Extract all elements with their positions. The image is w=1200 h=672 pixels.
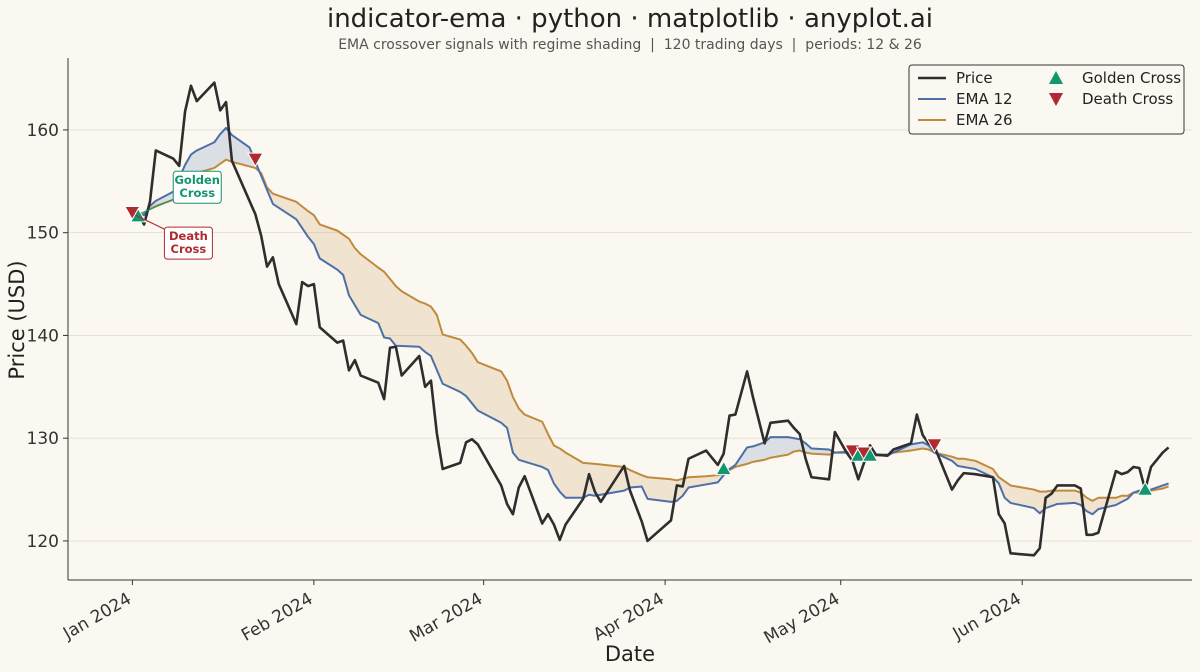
legend-item: EMA 26 — [918, 111, 1013, 129]
annotation-box — [163, 226, 213, 260]
legend-label: Golden Cross — [1082, 69, 1181, 87]
legend-swatch — [1049, 93, 1063, 106]
golden-cross-marker — [1136, 481, 1154, 496]
signal-markers — [124, 152, 1154, 496]
death-cross-marker — [926, 438, 943, 453]
chart-title: indicator-ema · python · matplotlib · an… — [327, 4, 933, 34]
ema-26-line — [138, 158, 1169, 502]
y-tick-label: 140 — [27, 326, 59, 346]
annotation-arrow — [141, 198, 174, 214]
annotation-text: Golden Cross — [174, 173, 220, 200]
legend-label: EMA 12 — [956, 90, 1013, 108]
legend-item: Price — [918, 69, 993, 87]
annotation-box — [172, 170, 222, 204]
bullish-regime-fill — [726, 437, 838, 473]
golden-cross-annotation: Golden Cross — [141, 170, 222, 214]
gridlines — [68, 129, 1192, 542]
legend-label: EMA 26 — [956, 111, 1013, 129]
legend-label: Death Cross — [1082, 90, 1173, 108]
bullish-regime-fill — [870, 442, 938, 456]
y-tick-label: 150 — [27, 224, 59, 244]
legend-box — [908, 64, 1185, 135]
legend-swatch — [1049, 71, 1063, 84]
annotation-text-line: Death — [169, 229, 208, 243]
series-lines — [137, 81, 1170, 557]
chart-subtitle: EMA crossover signals with regime shadin… — [338, 37, 922, 53]
y-tick-label: 120 — [27, 532, 59, 552]
legend: Price EMA 12 EMA 26 Golden Cross Death Cross — [908, 64, 1185, 135]
death-cross-annotation: Death Cross — [135, 214, 213, 260]
legend-item: Death Cross — [1049, 90, 1173, 108]
x-axis-label: Date — [605, 642, 655, 666]
ema-12-line — [138, 126, 1169, 516]
legend-item: Golden Cross — [1049, 69, 1181, 87]
death-cross-marker — [246, 152, 264, 168]
annotation-text-line: Cross — [171, 242, 207, 256]
price-line — [137, 81, 1170, 557]
golden-cross-marker — [715, 460, 733, 476]
annotation-arrow — [135, 214, 165, 230]
legend-item: EMA 12 — [918, 90, 1013, 108]
golden-cross-marker — [861, 447, 879, 462]
legend-label: Price — [956, 69, 993, 87]
bearish-regime-fill — [937, 453, 1134, 515]
annotation-text-line: Cross — [179, 186, 215, 200]
y-tick-label: 160 — [27, 121, 59, 141]
annotation-text-line: Golden — [174, 173, 220, 187]
annotation-text: Death Cross — [169, 229, 208, 256]
y-tick-label: 130 — [27, 429, 59, 449]
y-axis-label: Price (USD) — [5, 260, 29, 379]
